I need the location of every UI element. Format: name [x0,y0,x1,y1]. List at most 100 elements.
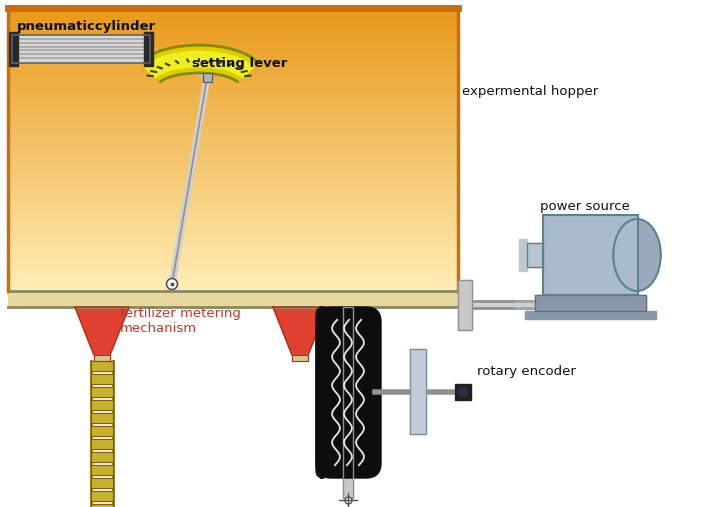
Bar [8,40,458,44]
Bar [91,387,113,397]
Bar [8,36,458,41]
Bar [8,192,458,196]
Bar [91,413,113,423]
Bar [458,280,472,330]
Bar [8,153,458,157]
Bar [91,452,113,462]
Bar [91,439,113,449]
Bar [543,215,638,295]
Bar [455,384,471,400]
Bar [8,150,458,154]
Bar [8,118,458,122]
Bar [91,374,113,384]
Bar [8,259,458,264]
Bar [8,287,458,292]
Bar [8,280,458,285]
Bar [8,227,458,232]
Bar [8,171,458,175]
Bar [8,107,458,112]
Bar [535,295,646,311]
Text: setting lever: setting lever [192,57,287,70]
Bar [91,452,113,462]
Bar [8,195,458,200]
Bar [144,32,153,66]
Bar [458,280,472,330]
Bar [8,206,458,210]
Bar [8,15,458,19]
Bar [327,307,369,314]
Bar [8,277,458,281]
Bar [8,68,458,73]
Bar [8,270,458,274]
Bar [8,157,458,161]
Bar [8,252,458,257]
Text: power source: power source [540,200,630,213]
Bar [91,426,113,436]
Circle shape [458,387,468,397]
Bar [535,295,646,311]
Bar [8,71,458,76]
Bar [8,248,458,253]
Bar [91,361,113,371]
Bar [527,243,543,267]
Bar [8,245,458,249]
Bar [8,220,458,225]
Bar [91,504,113,507]
Bar [94,355,110,361]
Bar [12,35,150,63]
Bar [8,8,458,12]
Bar [410,349,426,434]
Bar [8,132,458,136]
Bar [8,273,458,278]
Bar [525,311,656,319]
Bar [8,54,458,58]
Bar [8,128,458,133]
Bar [8,47,458,51]
Bar [8,164,458,168]
Bar [527,243,543,267]
Bar [410,349,426,434]
Bar [8,89,458,94]
Bar [8,216,458,221]
Bar [8,96,458,101]
Bar [8,61,458,65]
Bar [543,215,638,295]
Bar [8,188,458,193]
Bar [8,86,458,90]
Bar [8,111,458,115]
Bar [91,426,113,436]
Bar [8,224,458,228]
Bar [203,73,212,82]
Bar [8,135,458,140]
Bar [8,93,458,97]
Bar [8,177,458,182]
Bar [91,465,113,475]
Bar [8,125,458,129]
Bar [8,256,458,260]
Bar [8,103,458,108]
Bar [8,114,458,119]
Bar [8,291,458,307]
Bar [8,234,458,239]
Bar [91,374,113,384]
Bar [91,400,113,410]
Bar [8,284,458,288]
Bar [8,19,458,23]
Bar [8,43,458,48]
Bar [8,263,458,267]
Bar [8,82,458,87]
Bar [8,75,458,80]
Polygon shape [273,307,327,355]
Text: rotary encoder: rotary encoder [477,365,576,378]
Bar [8,25,458,30]
Bar [8,241,458,246]
Polygon shape [75,307,129,355]
Circle shape [167,278,177,289]
Bar [8,32,458,37]
Bar [91,465,113,475]
Bar [8,79,458,83]
Bar [8,231,458,235]
Text: expermental hopper: expermental hopper [462,85,598,98]
Bar [8,100,458,104]
Bar [343,307,353,498]
